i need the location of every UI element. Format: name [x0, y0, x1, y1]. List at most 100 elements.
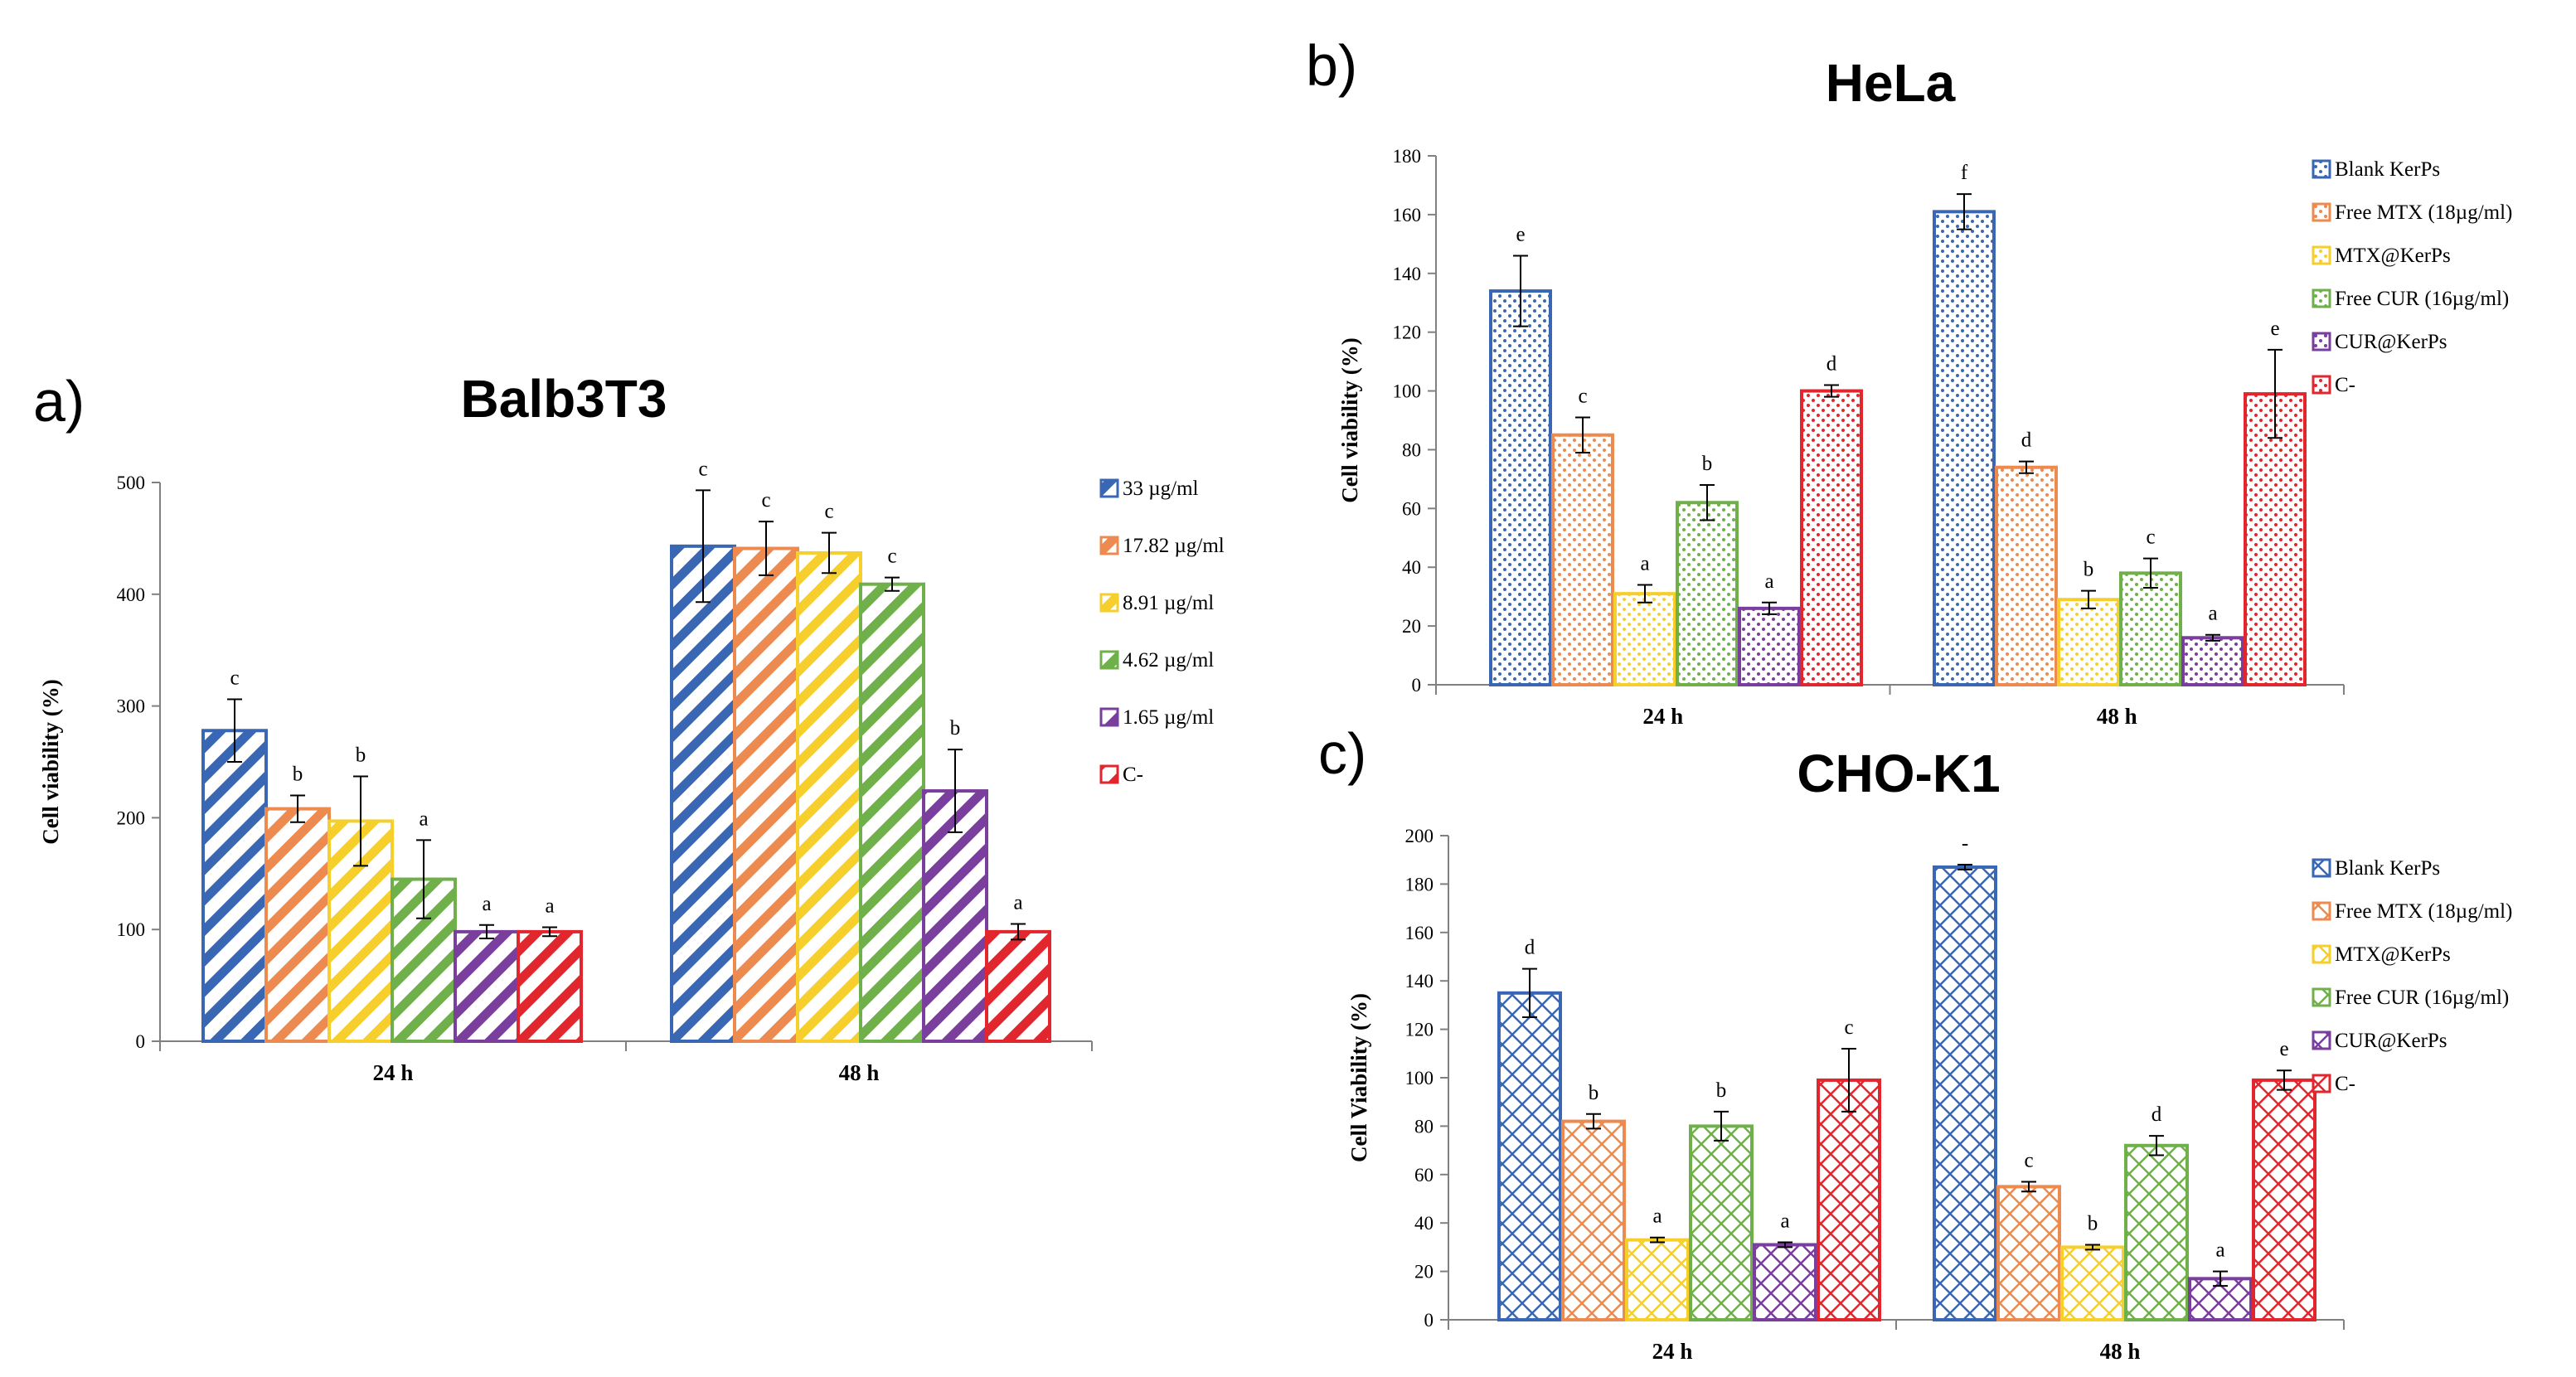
- significance-letter: b: [2088, 1212, 2098, 1234]
- legend-swatch-blue: [2312, 159, 2331, 179]
- y-tick-label: 20: [1402, 616, 1421, 637]
- significance-letter: b: [356, 744, 366, 767]
- significance-letter: a: [2208, 603, 2217, 625]
- legend-label: CUR@KerPs: [2335, 1030, 2447, 1052]
- y-tick-label: 0: [1412, 675, 1422, 696]
- chart-title: CHO-K1: [1797, 744, 2000, 803]
- y-tick-label: 160: [1405, 923, 1434, 943]
- bar-green-1: [1689, 1124, 1754, 1322]
- legend-swatch-purple: [2312, 1030, 2331, 1050]
- significance-letter: b: [1589, 1082, 1599, 1104]
- y-tick-label: 140: [1393, 264, 1422, 284]
- bar-orange-1: [264, 807, 331, 1044]
- bar-blue-1: [201, 729, 268, 1043]
- legend-label: Free CUR (16µg/ml): [2335, 987, 2509, 1009]
- bar-green-2: [2119, 571, 2182, 686]
- significance-letter: a: [545, 895, 554, 918]
- legend: Blank KerPs Free MTX (18µg/ml) MTX@KerPs Fr…: [2312, 857, 2512, 1095]
- significance-letter: a: [1780, 1210, 1789, 1233]
- y-tick-label: 0: [136, 1031, 146, 1052]
- legend-swatch-orange: [1099, 536, 1119, 555]
- legend-swatch-blue: [1099, 478, 1119, 498]
- bar-blue-2: [1933, 210, 1996, 687]
- y-tick-label: 0: [1424, 1310, 1434, 1331]
- bar-purple-1: [454, 929, 520, 1043]
- legend-label: Blank KerPs: [2335, 158, 2440, 181]
- bar-orange-2: [1996, 1185, 2061, 1322]
- y-tick-label: 140: [1405, 971, 1434, 992]
- legend-swatch-yellow: [1099, 593, 1119, 613]
- significance-letter: a: [482, 893, 491, 915]
- legend-swatch-blue: [2312, 858, 2331, 878]
- bar-yellow-2: [796, 550, 862, 1043]
- y-axis-label: Cell viability (%): [38, 679, 63, 844]
- bar-red-1: [1817, 1078, 1881, 1322]
- legend-swatch-purple: [1099, 707, 1119, 727]
- bar-red-2: [985, 929, 1051, 1043]
- bar-orange-1: [1561, 1119, 1626, 1322]
- panel-letter: a): [33, 369, 85, 434]
- legend-swatch-red: [2312, 1074, 2331, 1093]
- bar-purple-1: [1738, 606, 1801, 686]
- y-tick-label: 100: [1405, 1068, 1434, 1089]
- legend-label: 4.62 µg/ml: [1123, 649, 1214, 672]
- legend-label: 8.91 µg/ml: [1123, 592, 1214, 614]
- legend-label: Free MTX (18µg/ml): [2335, 201, 2512, 224]
- x-tick-label: 24 h: [1652, 1339, 1693, 1364]
- legend-swatch-green: [2312, 987, 2331, 1007]
- legend-swatch-orange: [2312, 901, 2331, 921]
- significance-letter: d: [1525, 937, 1535, 959]
- x-tick-label: 24 h: [373, 1060, 414, 1085]
- legend-label: Blank KerPs: [2335, 857, 2440, 880]
- bar-purple-2: [2181, 636, 2244, 686]
- significance-letter: a: [1013, 891, 1022, 914]
- legend-label: 1.65 µg/ml: [1123, 706, 1214, 729]
- legend-swatch-yellow: [2312, 245, 2331, 265]
- y-tick-label: 80: [1414, 1116, 1434, 1137]
- legend-swatch-purple: [2312, 332, 2331, 352]
- bar-green-1: [1676, 501, 1739, 686]
- bar-orange-1: [1551, 433, 1614, 686]
- significance-letter: a: [1764, 570, 1773, 593]
- legend-swatch-red: [2312, 375, 2331, 395]
- bar-green-2: [859, 582, 925, 1043]
- chart-a: a) Balb3T3 Cell viability (%) 0 100 200 300 400…: [33, 369, 1225, 1085]
- significance-letter: c: [698, 458, 707, 480]
- significance-letter: b: [950, 717, 961, 739]
- bar-yellow-1: [1613, 592, 1676, 686]
- significance-letter: a: [419, 807, 428, 830]
- y-tick-label: 40: [1414, 1213, 1434, 1234]
- significance-letter: b: [1716, 1079, 1727, 1102]
- chart-title: Balb3T3: [461, 369, 667, 429]
- y-tick-label: 300: [117, 696, 146, 717]
- legend-label: 33 µg/ml: [1123, 478, 1199, 500]
- legend-label: MTX@KerPs: [2335, 245, 2451, 267]
- y-tick-label: 100: [1393, 381, 1422, 402]
- y-tick-label: 400: [117, 584, 146, 605]
- legend-label: CUR@KerPs: [2335, 331, 2447, 353]
- panel-letter: b): [1306, 33, 1357, 98]
- chart-c: c) CHO-K1 Cell Viability (%) 0 20 40 60 80 100 12…: [1318, 721, 2512, 1364]
- y-tick-label: 160: [1393, 205, 1422, 225]
- significance-letter: -: [1962, 832, 1968, 855]
- significance-letter: e: [2270, 318, 2279, 340]
- significance-letter: a: [1652, 1205, 1662, 1228]
- significance-letter: c: [1844, 1016, 1853, 1039]
- legend-label: MTX@KerPs: [2335, 943, 2451, 966]
- bar-yellow-2: [2060, 1245, 2125, 1322]
- bar-purple-1: [1753, 1243, 1817, 1321]
- significance-letter: e: [1516, 224, 1525, 246]
- legend-label: Free CUR (16µg/ml): [2335, 288, 2509, 310]
- chart-title: HeLa: [1826, 53, 1956, 113]
- legend-swatch-green: [2312, 288, 2331, 308]
- legend-swatch-orange: [2312, 202, 2331, 222]
- bar-red-1: [517, 929, 583, 1043]
- legend: Blank KerPs Free MTX (18µg/ml) MTX@KerPs Fr…: [2312, 158, 2512, 396]
- significance-letter: c: [887, 545, 896, 568]
- bar-green-2: [2124, 1143, 2189, 1322]
- bar-yellow-1: [1625, 1238, 1690, 1322]
- significance-letter: b: [2084, 559, 2094, 581]
- y-axis-label: Cell viability (%): [1337, 337, 1362, 502]
